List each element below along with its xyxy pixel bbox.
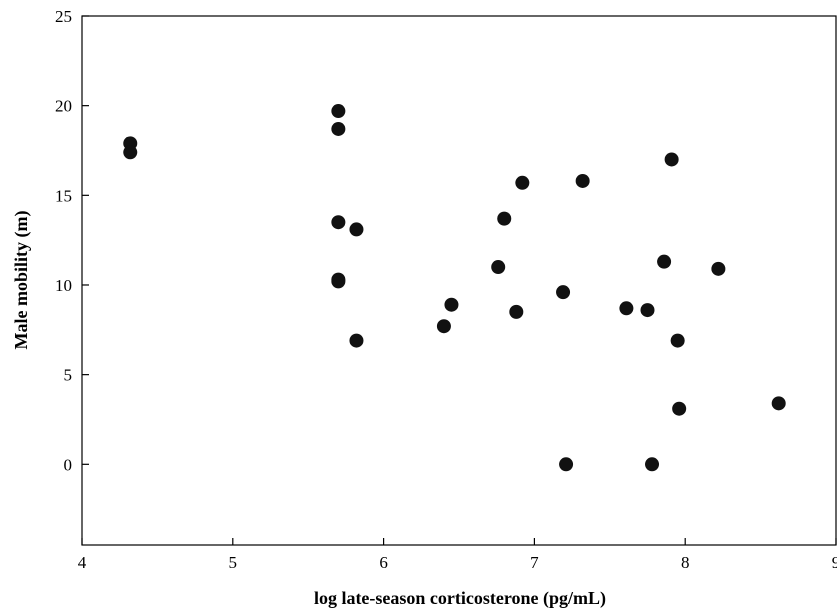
data-point: [331, 121, 346, 136]
x-tick-label: 5: [229, 553, 238, 572]
x-tick-label: 8: [681, 553, 690, 572]
data-point: [331, 274, 346, 289]
x-axis-title: log late-season corticosterone (pg/mL): [314, 588, 606, 609]
data-point: [670, 333, 685, 348]
data-point: [331, 104, 346, 119]
data-point: [556, 285, 571, 300]
data-point: [640, 303, 655, 318]
data-point: [672, 401, 687, 416]
data-point: [509, 304, 524, 319]
data-point: [491, 260, 506, 275]
data-point: [497, 211, 512, 226]
data-point: [645, 457, 660, 472]
y-tick-label: 10: [55, 276, 72, 295]
y-tick-label: 0: [64, 455, 73, 474]
data-point: [515, 175, 530, 190]
data-point: [559, 457, 574, 472]
plot-frame: [81, 15, 837, 546]
data-point: [619, 301, 634, 316]
data-point: [575, 173, 590, 188]
y-tick-label: 15: [55, 186, 72, 205]
y-tick-label: 5: [64, 366, 73, 385]
x-tick-label: 4: [78, 553, 87, 572]
data-point: [331, 215, 346, 230]
data-point: [664, 152, 679, 167]
x-axis: 4 5 6 7 8 9: [78, 538, 837, 572]
y-tick-label: 25: [55, 7, 72, 26]
data-point: [349, 333, 364, 348]
y-tick-label: 20: [55, 97, 72, 116]
data-point: [771, 396, 786, 411]
data-points: [123, 104, 786, 472]
x-tick-label: 9: [832, 553, 837, 572]
data-point: [444, 297, 459, 312]
y-axis: 0 5 10 15 20 25: [55, 7, 89, 474]
data-point: [123, 145, 138, 160]
y-axis-title: Male mobility (m): [11, 211, 32, 350]
x-tick-label: 6: [379, 553, 388, 572]
data-point: [657, 254, 672, 269]
data-point: [711, 261, 726, 276]
x-tick-label: 7: [530, 553, 539, 572]
data-point: [349, 222, 364, 237]
data-point: [436, 319, 451, 334]
